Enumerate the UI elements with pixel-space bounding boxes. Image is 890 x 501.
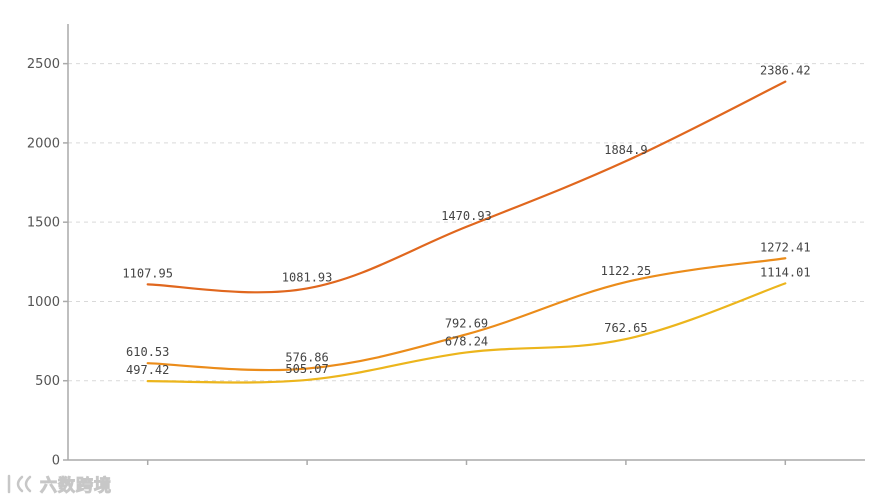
data-label: 792.69 bbox=[445, 316, 488, 330]
y-tick-label: 500 bbox=[35, 374, 60, 389]
y-tick-label: 1000 bbox=[27, 295, 60, 310]
y-tick-label: 0 bbox=[52, 454, 60, 469]
data-label: 1081.93 bbox=[282, 270, 333, 284]
series-line-2 bbox=[146, 257, 787, 372]
y-tick-label: 1500 bbox=[27, 216, 60, 231]
data-label: 1122.25 bbox=[601, 264, 652, 278]
data-label: 1884.9 bbox=[604, 143, 647, 157]
data-label: 678.24 bbox=[445, 334, 488, 348]
y-tick-label: 2500 bbox=[27, 57, 60, 72]
data-label: 497.42 bbox=[126, 363, 169, 377]
data-label: 2386.42 bbox=[760, 64, 811, 78]
series-line-3 bbox=[146, 282, 787, 384]
watermark: 六数跨境 bbox=[6, 471, 112, 497]
data-label: 762.65 bbox=[604, 321, 647, 335]
series-layer bbox=[146, 80, 787, 384]
data-label: 1272.41 bbox=[760, 240, 811, 254]
series-line-1 bbox=[146, 80, 787, 294]
axis-layer: 0 500 1000 1500 2000 2500 bbox=[27, 24, 865, 469]
data-label: 1114.01 bbox=[760, 265, 811, 279]
data-label-layer: 1107.95 1081.93 1470.93 1884.9 2386.42 610.53… bbox=[122, 64, 810, 377]
y-tick-label: 2000 bbox=[27, 136, 60, 151]
data-label: 505.07 bbox=[285, 362, 328, 376]
data-label: 1107.95 bbox=[122, 266, 173, 280]
watermark-logo-icon bbox=[7, 474, 32, 493]
data-label: 610.53 bbox=[126, 345, 169, 359]
data-label: 576.86 bbox=[285, 351, 328, 365]
data-label: 1470.93 bbox=[441, 209, 492, 223]
watermark-text: 六数跨境 bbox=[40, 476, 112, 497]
grid-layer bbox=[68, 63, 865, 382]
